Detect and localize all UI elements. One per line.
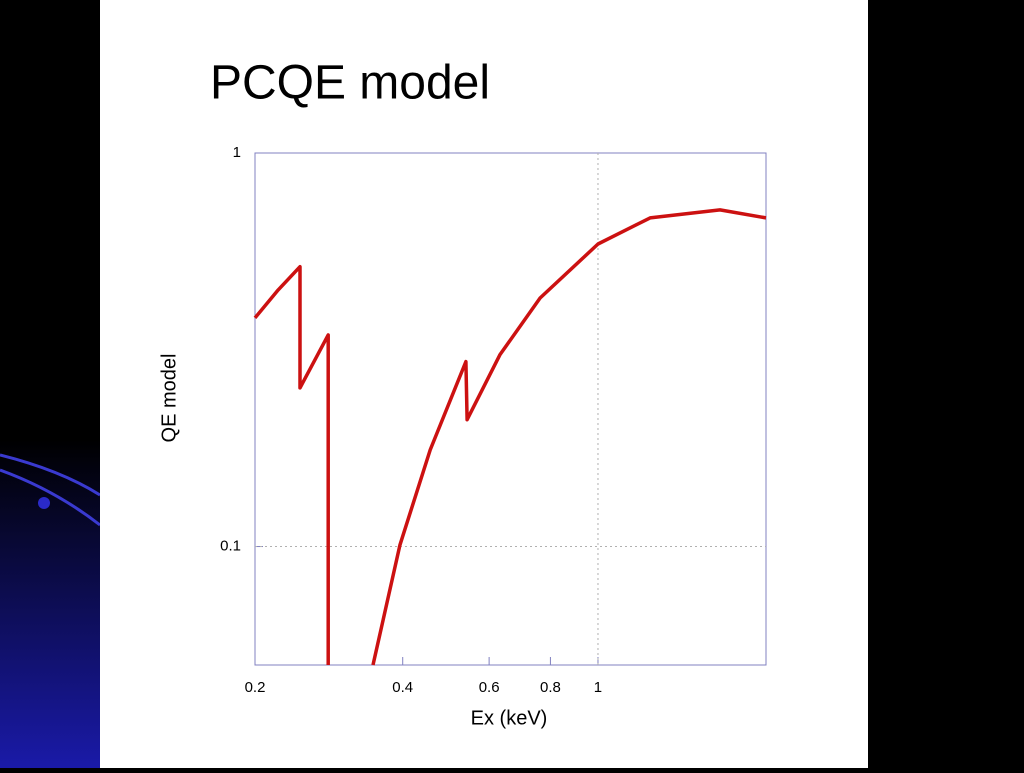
blue-decoration [0, 440, 100, 768]
x-tick-label: 0.2 [245, 679, 266, 696]
y-axis-label: QE model [158, 354, 180, 443]
y-tick-label: 0.1 [220, 538, 241, 555]
x-tick-label: 1 [594, 679, 602, 696]
x-tick-label: 0.6 [479, 679, 500, 696]
slide-title: PCQE model [210, 57, 490, 110]
x-tick-label: 0.8 [540, 679, 561, 696]
qe-curve [253, 208, 767, 666]
x-tick-label: 0.4 [392, 679, 413, 696]
swoosh [0, 453, 101, 527]
plot-frame [254, 152, 767, 666]
dot [38, 497, 50, 509]
x-axis-label: Ex (keV) [471, 707, 548, 729]
y-tick-label: 1 [233, 144, 241, 161]
